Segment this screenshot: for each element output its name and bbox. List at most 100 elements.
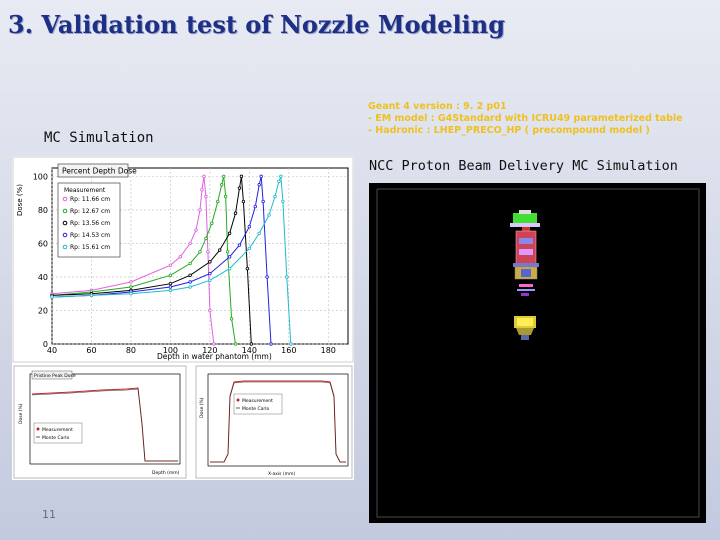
pdd-data-point — [129, 280, 133, 284]
pdd-data-point — [220, 183, 224, 187]
pdd-data-point — [245, 266, 250, 271]
pdd-data-point — [168, 263, 173, 267]
pdd-data-point — [221, 174, 226, 179]
pdd-legend-label: Rp: 13.56 cm — [70, 220, 110, 227]
pdd-legend-box — [57, 182, 121, 258]
pdd-legend-entries: Rp: 11.66 cm Rp: 12.67 cm Rp: 13.56 cm Rp: … — [62, 196, 110, 251]
pdd-data-point — [247, 246, 252, 251]
profile-right-chart: Measurement Monte Carlo Dose (%) X-axis … — [195, 365, 353, 479]
pdd-x-tick-label: 160 — [281, 346, 296, 355]
pdd-series-line — [51, 176, 252, 345]
pdd-series-line — [51, 176, 292, 345]
pdd-data-point — [198, 208, 202, 212]
profile-left-legend-box — [33, 422, 83, 444]
pdd-y-tick-label: 0 — [43, 340, 48, 349]
modulator-wheel — [515, 230, 537, 266]
pdd-data-point — [129, 285, 133, 289]
pdd-data-point — [257, 231, 261, 236]
pdd-data-point — [285, 275, 289, 279]
nozzle-top-component — [510, 210, 540, 233]
profile-left-legend-montecarlo: Monte Carlo — [42, 435, 69, 441]
pdd-legend-marker — [62, 244, 68, 250]
pdd-y-tick-label: 100 — [33, 172, 48, 181]
pdd-data-point — [216, 199, 220, 204]
profile-left-legend-marker-measurement — [36, 427, 40, 431]
pdd-x-tick-label: 40 — [47, 346, 57, 355]
pdd-data-point — [241, 199, 246, 204]
pdd-legend-marker — [62, 208, 68, 214]
pdd-legend-label: Rp: 12.67 cm — [70, 208, 110, 215]
pdd-data-point — [273, 194, 277, 199]
pdd-data-point — [188, 261, 192, 266]
profile-left-y-axis-label: Dose (%) — [18, 403, 24, 424]
snout-cone — [516, 328, 534, 335]
pdd-data-point — [237, 186, 242, 190]
pdd-data-point — [237, 243, 242, 247]
pdd-data-point — [206, 250, 210, 254]
pdd-data-point — [259, 174, 263, 179]
slide-title: 3. Validation test of Nozzle Modeling — [8, 10, 505, 39]
pdd-legend-title-box — [57, 163, 129, 178]
second-scatterer-core — [521, 269, 531, 277]
pdd-data-point — [188, 285, 192, 289]
monitor-chamber-b — [517, 289, 535, 291]
world-volume-outline — [376, 188, 700, 518]
mc-simulation-label: MC Simulation — [44, 130, 154, 146]
modulator-insert-b — [519, 249, 533, 255]
pdd-legend-label: Rp: 11.66 cm — [70, 196, 110, 203]
pdd-data-point — [223, 194, 228, 199]
profile-right-legend-measurement: Measurement — [242, 398, 273, 404]
pdd-data-point — [253, 204, 257, 209]
pdd-data-point — [277, 179, 281, 184]
profile-right-plot-area — [207, 373, 349, 467]
first-scatterer-block — [513, 213, 537, 223]
modulator-insert-a — [519, 238, 533, 244]
pdd-chart: 0 20 40 60 80 100 40 60 80 100 120 140 160 180 Dose … — [12, 156, 354, 363]
pdd-data-point — [208, 260, 212, 264]
pdd-data-point — [208, 308, 212, 313]
monitor-chamber-a — [519, 284, 533, 287]
profile-right-y-axis-label: Dose (%) — [199, 397, 205, 418]
profile-left-chart: Pristine Peak Dose Measurement Monte Car… — [13, 365, 187, 479]
scatterer-plate — [510, 223, 540, 227]
pdd-data-point — [212, 342, 216, 346]
pdd-data-point — [198, 250, 202, 254]
pdd-data-point — [289, 342, 293, 346]
geant4-notes: Geant 4 version : 9. 2 p01 - EM model : … — [368, 101, 683, 137]
pdd-data-point — [267, 213, 271, 217]
pdd-series-line — [51, 176, 215, 345]
pdd-data-point — [50, 295, 54, 299]
pdd-data-point — [257, 183, 261, 187]
aperture-assembly — [514, 316, 536, 340]
pdd-data-point — [188, 280, 192, 284]
pdd-x-tick-label: 60 — [86, 346, 96, 355]
pdd-data-point — [202, 174, 206, 179]
pdd-data-point — [269, 342, 273, 346]
pdd-data-point — [229, 317, 234, 321]
pdd-data-point — [188, 241, 192, 246]
pdd-data-point — [204, 236, 208, 241]
pdd-data-point — [227, 266, 232, 271]
pdd-data-point — [208, 271, 212, 276]
plot-panel: 0 20 40 60 80 100 40 60 80 100 120 140 160 180 Dose … — [12, 156, 354, 480]
nozzle-svg — [376, 188, 700, 518]
pdd-legend-title: Percent Depth Dose — [62, 167, 137, 176]
pdd-data-point — [227, 255, 232, 259]
scatterer-cap — [519, 210, 531, 214]
pdd-data-point — [178, 255, 182, 259]
pdd-legend-header: Measurement — [64, 187, 106, 194]
pdd-data-point — [265, 275, 269, 279]
pdd-series — [50, 174, 293, 346]
pdd-x-tick-label: 180 — [321, 346, 336, 355]
profile-right-legend-marker-measurement — [236, 398, 240, 402]
pdd-data-point — [129, 292, 133, 296]
plots-svg: 0 20 40 60 80 100 40 60 80 100 120 140 160 180 Dose … — [12, 156, 354, 479]
pdd-data-point — [239, 174, 244, 179]
profile-left-x-axis-label: Depth (mm) — [152, 470, 180, 476]
range-modulator — [513, 230, 539, 280]
pdd-x-axis-label: Depth in water phantom (mm) — [157, 352, 272, 361]
modulator-base — [513, 263, 539, 267]
pdd-data-point — [247, 224, 252, 229]
em-model-line: - EM model : G4Standard with ICRU49 para… — [368, 113, 683, 124]
pdd-x-tick-label: 80 — [126, 346, 136, 355]
